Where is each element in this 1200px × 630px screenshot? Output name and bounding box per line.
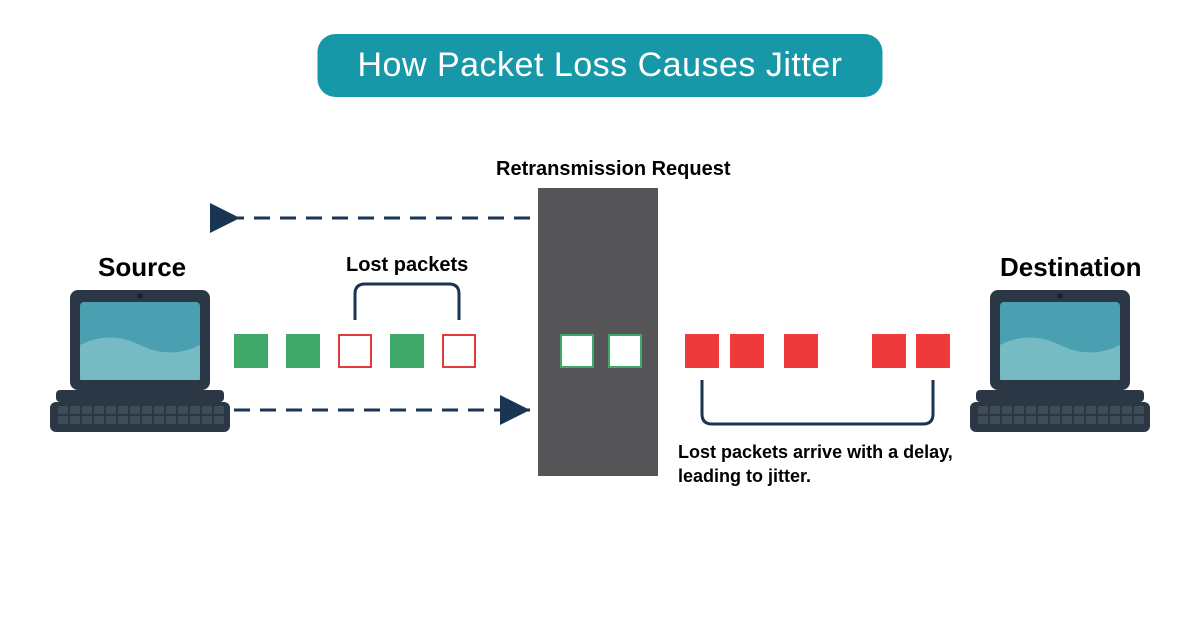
network-block <box>538 188 658 476</box>
packet-delayed <box>685 334 719 368</box>
retransmission-label: Retransmission Request <box>496 158 731 181</box>
packet-delayed <box>730 334 764 368</box>
packet-delayed <box>916 334 950 368</box>
source-label: Source <box>98 252 186 283</box>
packet-retransmit <box>608 334 642 368</box>
packet-good <box>234 334 268 368</box>
packet-delayed <box>872 334 906 368</box>
packet-delayed <box>784 334 818 368</box>
packet-lost <box>338 334 372 368</box>
lost-packets-label: Lost packets <box>346 254 468 277</box>
destination-laptop-icon <box>970 290 1150 445</box>
packet-lost <box>442 334 476 368</box>
caption: Lost packets arrive with a delay, leadin… <box>678 440 998 489</box>
packet-good <box>390 334 424 368</box>
packet-retransmit <box>560 334 594 368</box>
diagram-title: How Packet Loss Causes Jitter <box>317 34 882 97</box>
packet-good <box>286 334 320 368</box>
source-laptop-icon <box>50 290 230 445</box>
destination-label: Destination <box>1000 252 1142 283</box>
